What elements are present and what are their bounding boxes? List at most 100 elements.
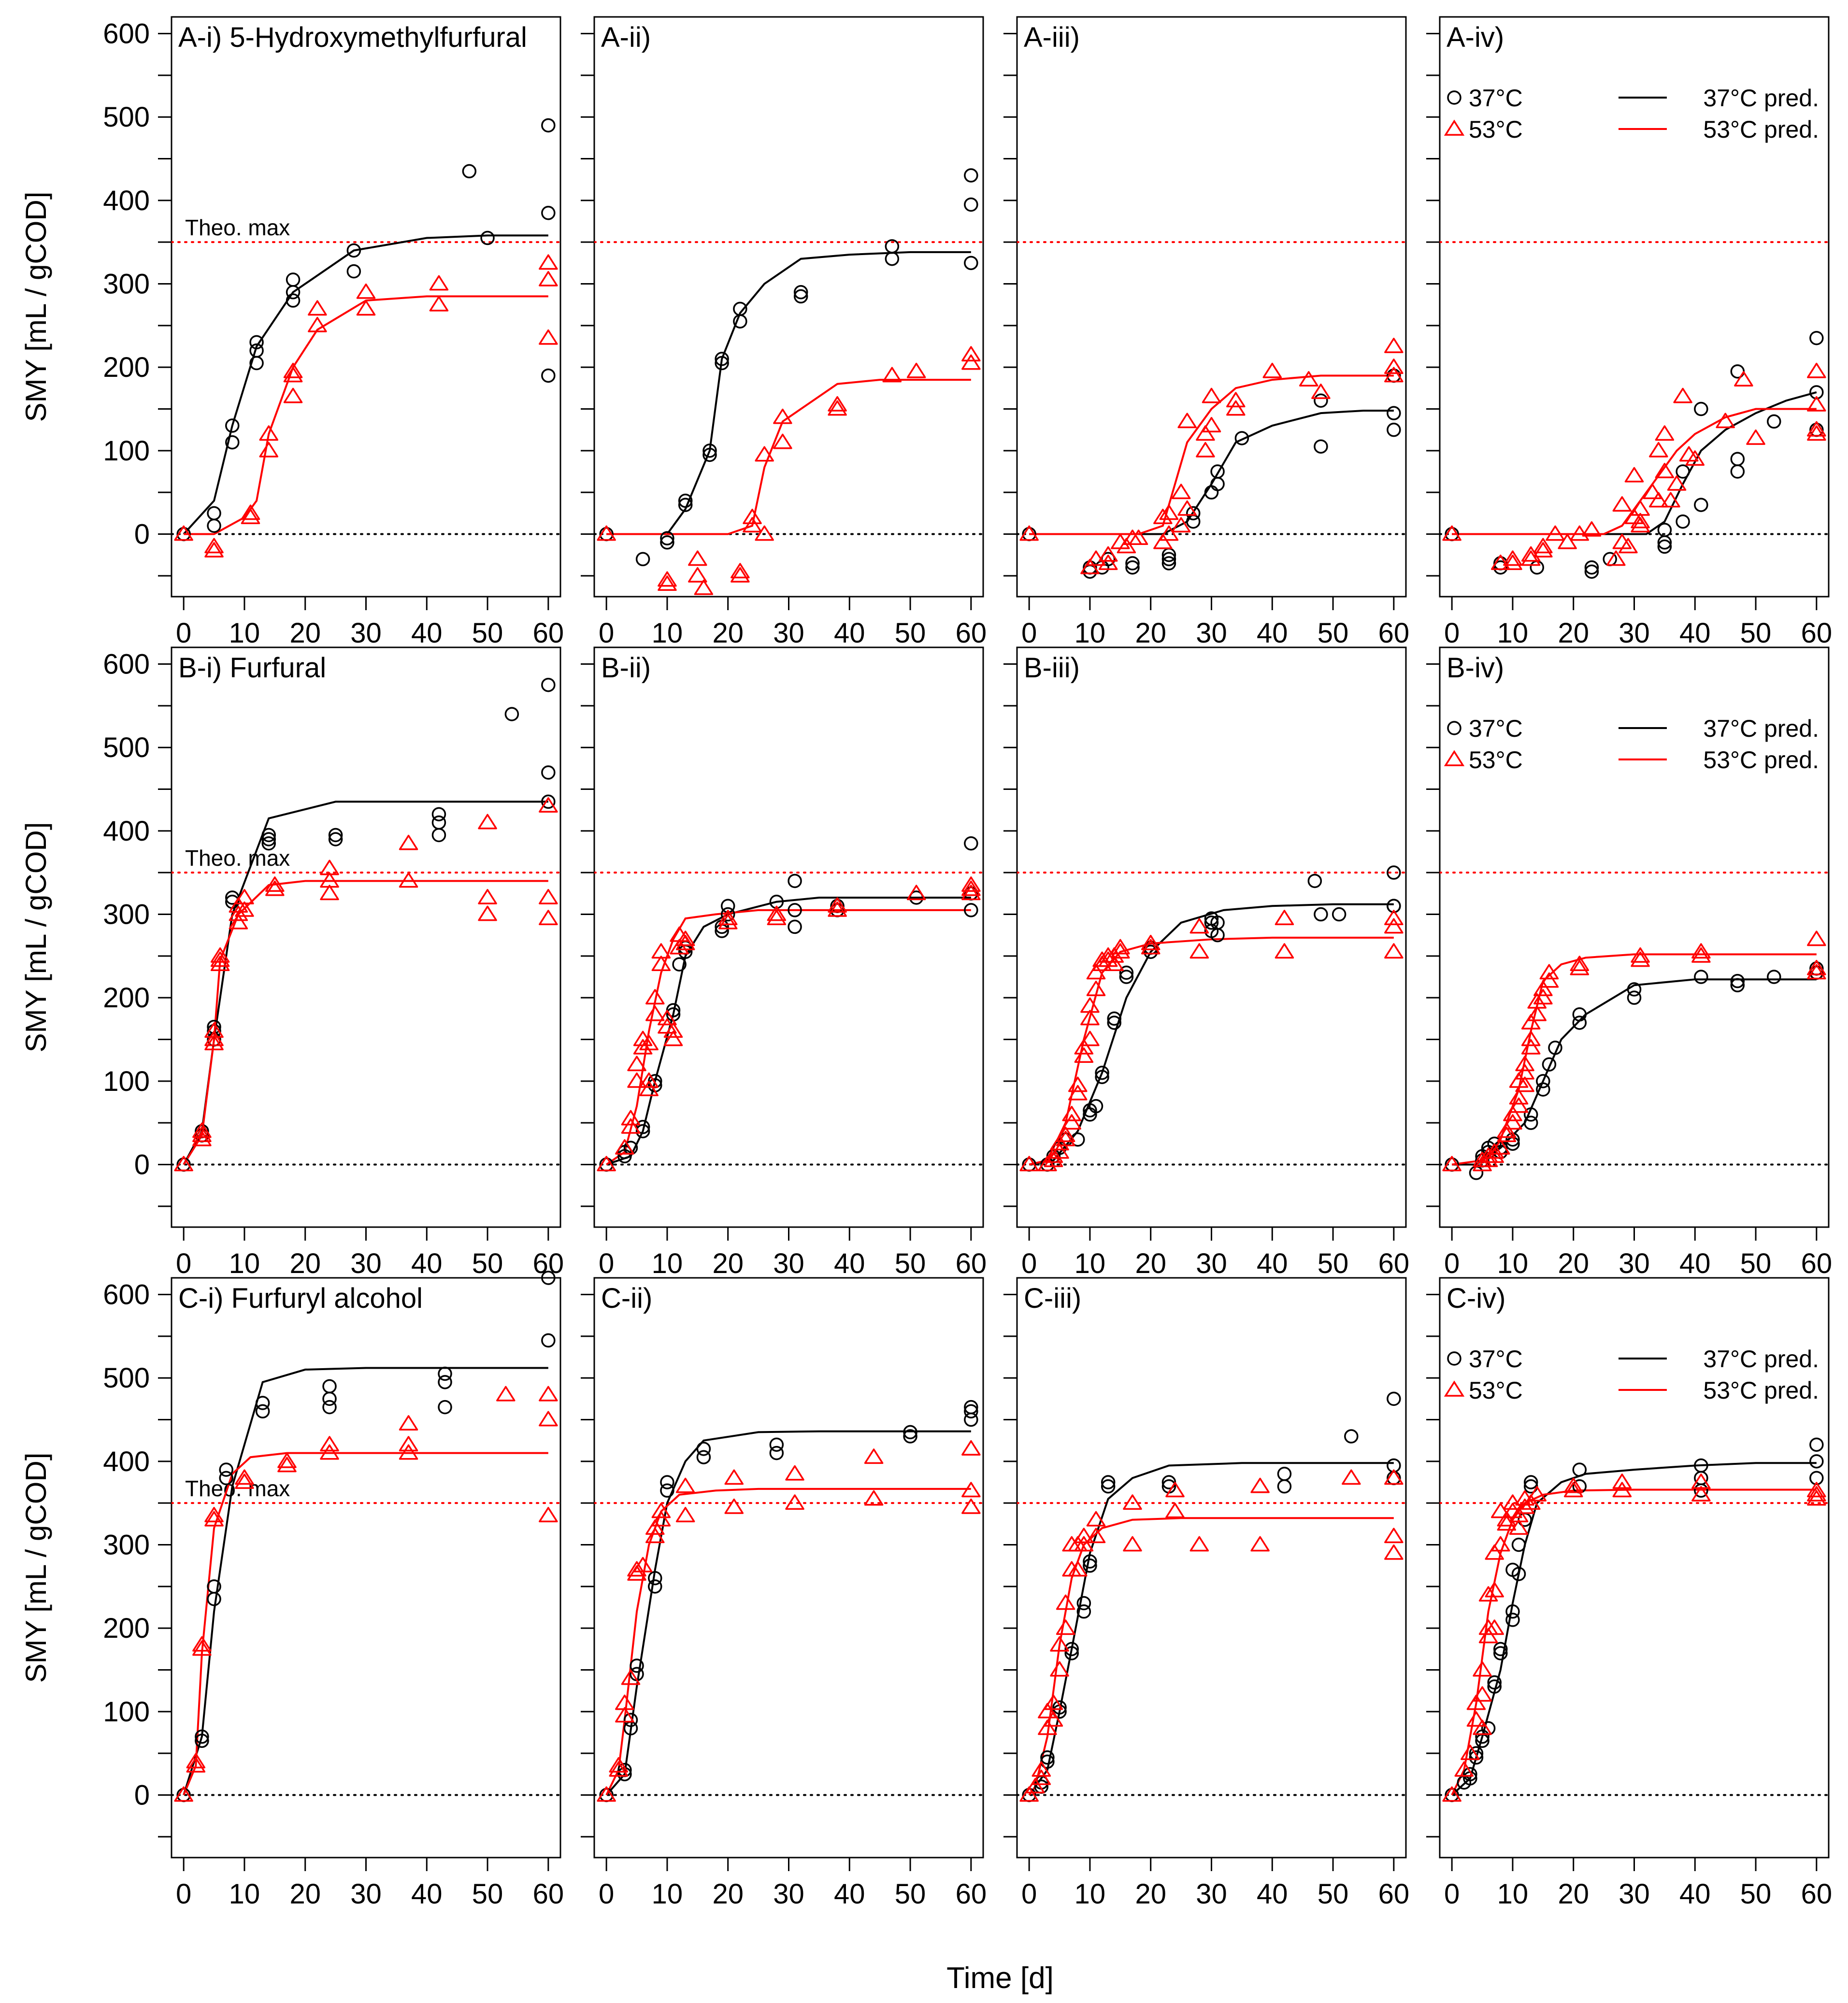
point-37: [1332, 907, 1347, 922]
x-tick-label: 20: [289, 1248, 321, 1279]
point-37: [1186, 506, 1201, 521]
point-53: [1533, 989, 1553, 1005]
point-53: [1384, 1544, 1404, 1560]
theo-max-label: Theo. max: [185, 215, 290, 240]
point-53: [651, 1502, 671, 1518]
point-37: [720, 907, 735, 922]
point-53: [1503, 550, 1522, 566]
point-53: [1661, 492, 1680, 508]
point-53: [615, 1707, 634, 1723]
point-37: [1536, 1074, 1550, 1088]
panel-title: A-iv): [1447, 22, 1504, 53]
point-53: [828, 901, 847, 917]
point-53: [1539, 964, 1559, 980]
point-37: [660, 1475, 674, 1489]
point-53: [1056, 1619, 1075, 1635]
point-53: [1068, 1561, 1088, 1577]
point-37: [249, 356, 264, 371]
x-tick-label: 30: [350, 1878, 382, 1910]
x-tick-label: 30: [1619, 617, 1650, 649]
x-tick-label: 20: [712, 617, 744, 649]
point-37: [1101, 1475, 1116, 1489]
pred-53-line: [183, 880, 548, 1165]
pred-53-line: [1452, 408, 1817, 535]
point-53: [906, 362, 926, 378]
point-53: [174, 1786, 193, 1802]
x-tick-label: 30: [773, 617, 804, 649]
panel-title: C-i) Furfuryl alcohol: [178, 1283, 423, 1314]
x-tick-label: 40: [1679, 1878, 1711, 1910]
point-53: [1044, 1711, 1063, 1727]
point-53: [1062, 1114, 1081, 1130]
legend-symbol-37: [1447, 1351, 1461, 1366]
point-53: [1177, 413, 1197, 429]
point-37: [346, 264, 361, 279]
point-53: [1050, 1135, 1069, 1151]
point-37: [1572, 1016, 1587, 1030]
y-tick-label: 400: [103, 816, 150, 847]
panel-12: 0 10 20 30 40 50 60 C-iv) 37°C 53°C 37°C pred. 53°C…: [1426, 1277, 1833, 1910]
point-53: [539, 329, 558, 345]
point-37: [286, 293, 301, 308]
panel-2: 0 10 20 30 40 50 60 A-ii): [581, 16, 987, 649]
y-axis-label: SMY [mL / gCOD]: [20, 192, 52, 422]
point-53: [259, 425, 278, 441]
point-37: [1809, 1437, 1824, 1452]
y-tick-label: 200: [103, 352, 150, 383]
point-53: [645, 989, 665, 1005]
point-37: [660, 1483, 674, 1498]
y-tick-label: 400: [103, 1446, 150, 1477]
point-53: [1691, 1474, 1711, 1489]
point-37: [1730, 464, 1745, 479]
point-53: [1044, 1694, 1063, 1710]
point-53: [597, 1786, 616, 1802]
x-tick-label: 60: [1801, 1878, 1833, 1910]
point-53: [320, 885, 339, 901]
y-tick-label: 200: [103, 982, 150, 1014]
x-tick-label: 50: [472, 1248, 503, 1279]
y-tick-label: 500: [103, 101, 150, 133]
point-53: [633, 1557, 653, 1573]
point-37: [1676, 464, 1690, 479]
point-53: [1503, 1105, 1522, 1121]
point-53: [1485, 1582, 1504, 1598]
point-53: [265, 876, 285, 892]
point-53: [1038, 1156, 1057, 1172]
point-53: [961, 346, 981, 362]
point-53: [1563, 1482, 1583, 1498]
pred-37-line: [183, 1367, 548, 1796]
point-37: [964, 197, 978, 212]
x-tick-label: 0: [599, 1878, 614, 1910]
point-53: [1521, 1030, 1541, 1046]
point-53: [639, 1035, 659, 1051]
point-53: [1074, 1039, 1094, 1055]
x-tick-label: 0: [1444, 617, 1460, 649]
point-37: [1676, 514, 1690, 529]
point-53: [539, 1507, 558, 1522]
point-53: [1092, 956, 1112, 972]
point-37: [1572, 1007, 1587, 1022]
x-tick-label: 20: [712, 1248, 744, 1279]
point-53: [1068, 1076, 1088, 1092]
point-37: [1204, 916, 1219, 930]
legend-label-53: 53°C: [1469, 116, 1523, 143]
x-tick-label: 60: [1378, 1248, 1410, 1279]
point-53: [621, 1118, 641, 1134]
point-53: [1491, 1536, 1510, 1552]
point-53: [1031, 1770, 1051, 1785]
point-53: [1044, 1147, 1063, 1163]
point-37: [1125, 560, 1140, 575]
point-53: [651, 1511, 671, 1527]
point-53: [1612, 1474, 1632, 1489]
x-tick-label: 0: [176, 617, 191, 649]
panel-title: A-ii): [601, 22, 651, 53]
x-tick-label: 60: [956, 1878, 987, 1910]
point-37: [1064, 1642, 1079, 1657]
point-37: [1584, 560, 1599, 575]
point-53: [1667, 475, 1687, 491]
x-tick-label: 20: [289, 1878, 321, 1910]
point-53: [1563, 1477, 1583, 1493]
point-37: [964, 256, 978, 271]
point-53: [785, 1494, 804, 1510]
pred-37-line: [1452, 391, 1817, 535]
